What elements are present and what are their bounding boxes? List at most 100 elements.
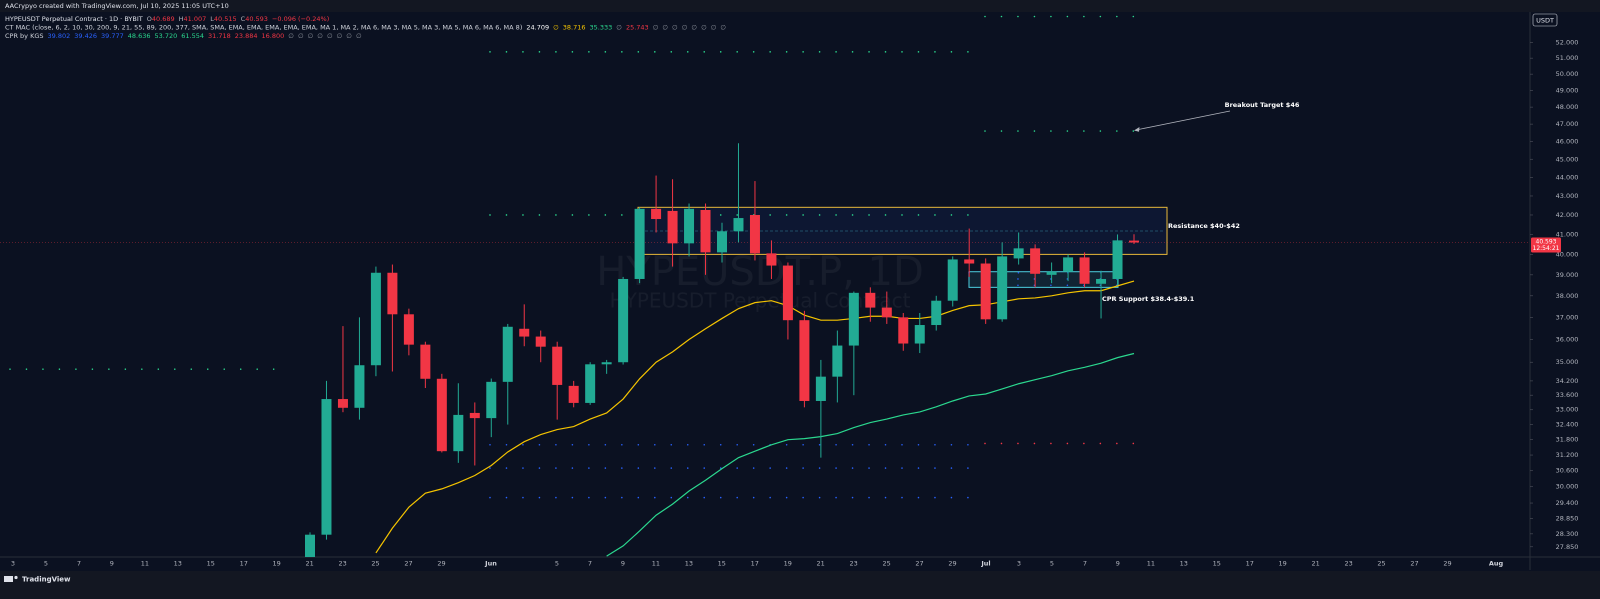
indicator-line: CPR by KGS 39.802 39.426 39.777 48.636 53.720… xyxy=(5,32,362,40)
candle-body xyxy=(881,307,892,318)
x-tick-label: 17 xyxy=(1246,560,1254,568)
candle-body xyxy=(585,364,596,403)
candle-body xyxy=(749,214,760,254)
ohlc-value: 40.593 xyxy=(245,15,268,23)
candle-body xyxy=(667,210,678,244)
indicator-value: 16.800 xyxy=(262,32,285,40)
x-tick-label: 3 xyxy=(1017,560,1021,568)
candle-body xyxy=(453,414,464,452)
candle-body xyxy=(947,259,958,301)
candle-body xyxy=(1079,257,1090,284)
candle-body xyxy=(420,344,431,379)
indicator-value: 48.636 xyxy=(128,32,151,40)
candle-body xyxy=(980,263,991,320)
x-tick-label: 27 xyxy=(1410,560,1418,568)
x-tick-label: 21 xyxy=(1311,560,1319,568)
y-tick-label: 35.000 xyxy=(1556,358,1579,366)
ohlc-value: 40.515 xyxy=(214,15,237,23)
y-tick-label: 51.000 xyxy=(1556,54,1579,62)
indicator-value: ∅ xyxy=(346,32,352,40)
x-tick-label: 17 xyxy=(751,560,759,568)
candle-body xyxy=(403,314,414,345)
indicator-value: 24.709 xyxy=(526,24,549,32)
candle-body xyxy=(1112,240,1123,279)
x-tick-label: 11 xyxy=(652,560,660,568)
indicator-value: ∅ xyxy=(288,32,294,40)
y-tick-label: 45.000 xyxy=(1556,155,1579,163)
x-tick-label: 29 xyxy=(948,560,956,568)
candle-body xyxy=(387,272,398,315)
indicator-line: CT MAC (close, 6, 2, 10, 30, 200, 9, 21,… xyxy=(5,24,726,32)
candle-body xyxy=(1096,278,1107,284)
candle-body xyxy=(601,362,612,365)
x-tick-label: 9 xyxy=(110,560,114,568)
indicator-value: 23.884 xyxy=(235,32,258,40)
x-tick-label: 13 xyxy=(685,560,693,568)
candle-body xyxy=(519,328,530,337)
candle-body xyxy=(370,272,381,366)
x-tick-label: 7 xyxy=(77,560,81,568)
x-tick-label: 19 xyxy=(784,560,792,568)
x-tick-label: 25 xyxy=(1377,560,1385,568)
indicator-value: 35.333 xyxy=(590,24,613,32)
indicator-value: ∅ xyxy=(720,24,726,32)
indicator-value: 31.718 xyxy=(208,32,231,40)
x-tick-label: 21 xyxy=(305,560,313,568)
candle-body xyxy=(354,365,365,408)
x-tick-label: 23 xyxy=(1344,560,1352,568)
candle-body xyxy=(634,208,645,279)
annotation: Resistance $40-$42 xyxy=(1168,222,1240,230)
candle-body xyxy=(321,399,332,535)
legend-symbol: HYPEUSDT Perpetual Contract · 1D · BYBIT xyxy=(5,15,143,23)
y-tick-label: 41.000 xyxy=(1556,230,1579,238)
y-tick-label: 47.000 xyxy=(1556,120,1579,128)
x-tick-label: 27 xyxy=(915,560,923,568)
x-tick-label: 17 xyxy=(240,560,248,568)
indicator-value: 38.716 xyxy=(563,24,586,32)
indicator-value: ∅ xyxy=(317,32,323,40)
countdown: 12:54:21 xyxy=(1533,245,1560,252)
brand: TradingView xyxy=(22,576,71,584)
currency-button[interactable] xyxy=(1532,13,1558,27)
x-tick-label: Jun xyxy=(484,560,497,568)
y-tick-label: 32.400 xyxy=(1556,421,1579,429)
candle-body xyxy=(964,259,975,264)
candle-body xyxy=(1063,257,1074,272)
annotation-arrow xyxy=(1135,110,1231,131)
x-tick-label: 29 xyxy=(1443,560,1451,568)
ohlc-key: H xyxy=(179,15,184,23)
moving-average xyxy=(375,280,1135,554)
candle-body xyxy=(848,292,859,346)
x-tick-label: 15 xyxy=(718,560,726,568)
y-tick-label: 33.000 xyxy=(1556,406,1579,414)
indicator-value: ∅ xyxy=(672,24,678,32)
indicator-value: ∅ xyxy=(327,32,333,40)
logo-shape xyxy=(4,576,13,582)
ohlc-value: 40.689 xyxy=(152,15,175,23)
candle-body xyxy=(799,320,810,401)
candle-body xyxy=(502,326,513,382)
last-price-label: 40.593 xyxy=(1536,238,1557,245)
brand-logo xyxy=(4,575,18,582)
x-tick-label: 13 xyxy=(174,560,182,568)
candle-body xyxy=(618,278,629,363)
top-bar xyxy=(0,0,1600,12)
currency-label: USDT xyxy=(1536,17,1554,25)
candle-body xyxy=(568,385,579,403)
y-tick-label: 49.000 xyxy=(1556,86,1579,94)
ohlc-change: −0.096 (−0.24%) xyxy=(272,15,329,23)
y-tick-label: 50.000 xyxy=(1556,70,1579,78)
candle-body xyxy=(436,378,447,452)
credit: AACrypyo created with TradingView.com, J… xyxy=(5,2,229,10)
candle-body xyxy=(733,218,744,232)
candle-body xyxy=(898,317,909,344)
candle-body xyxy=(535,336,546,347)
indicator-value: ∅ xyxy=(553,24,559,32)
x-tick-label: 19 xyxy=(273,560,281,568)
x-tick-label: 13 xyxy=(1180,560,1188,568)
x-tick-label: 15 xyxy=(1213,560,1221,568)
y-tick-label: 33.600 xyxy=(1556,391,1579,399)
candle-body xyxy=(717,231,727,253)
indicator-value: ∅ xyxy=(682,24,688,32)
